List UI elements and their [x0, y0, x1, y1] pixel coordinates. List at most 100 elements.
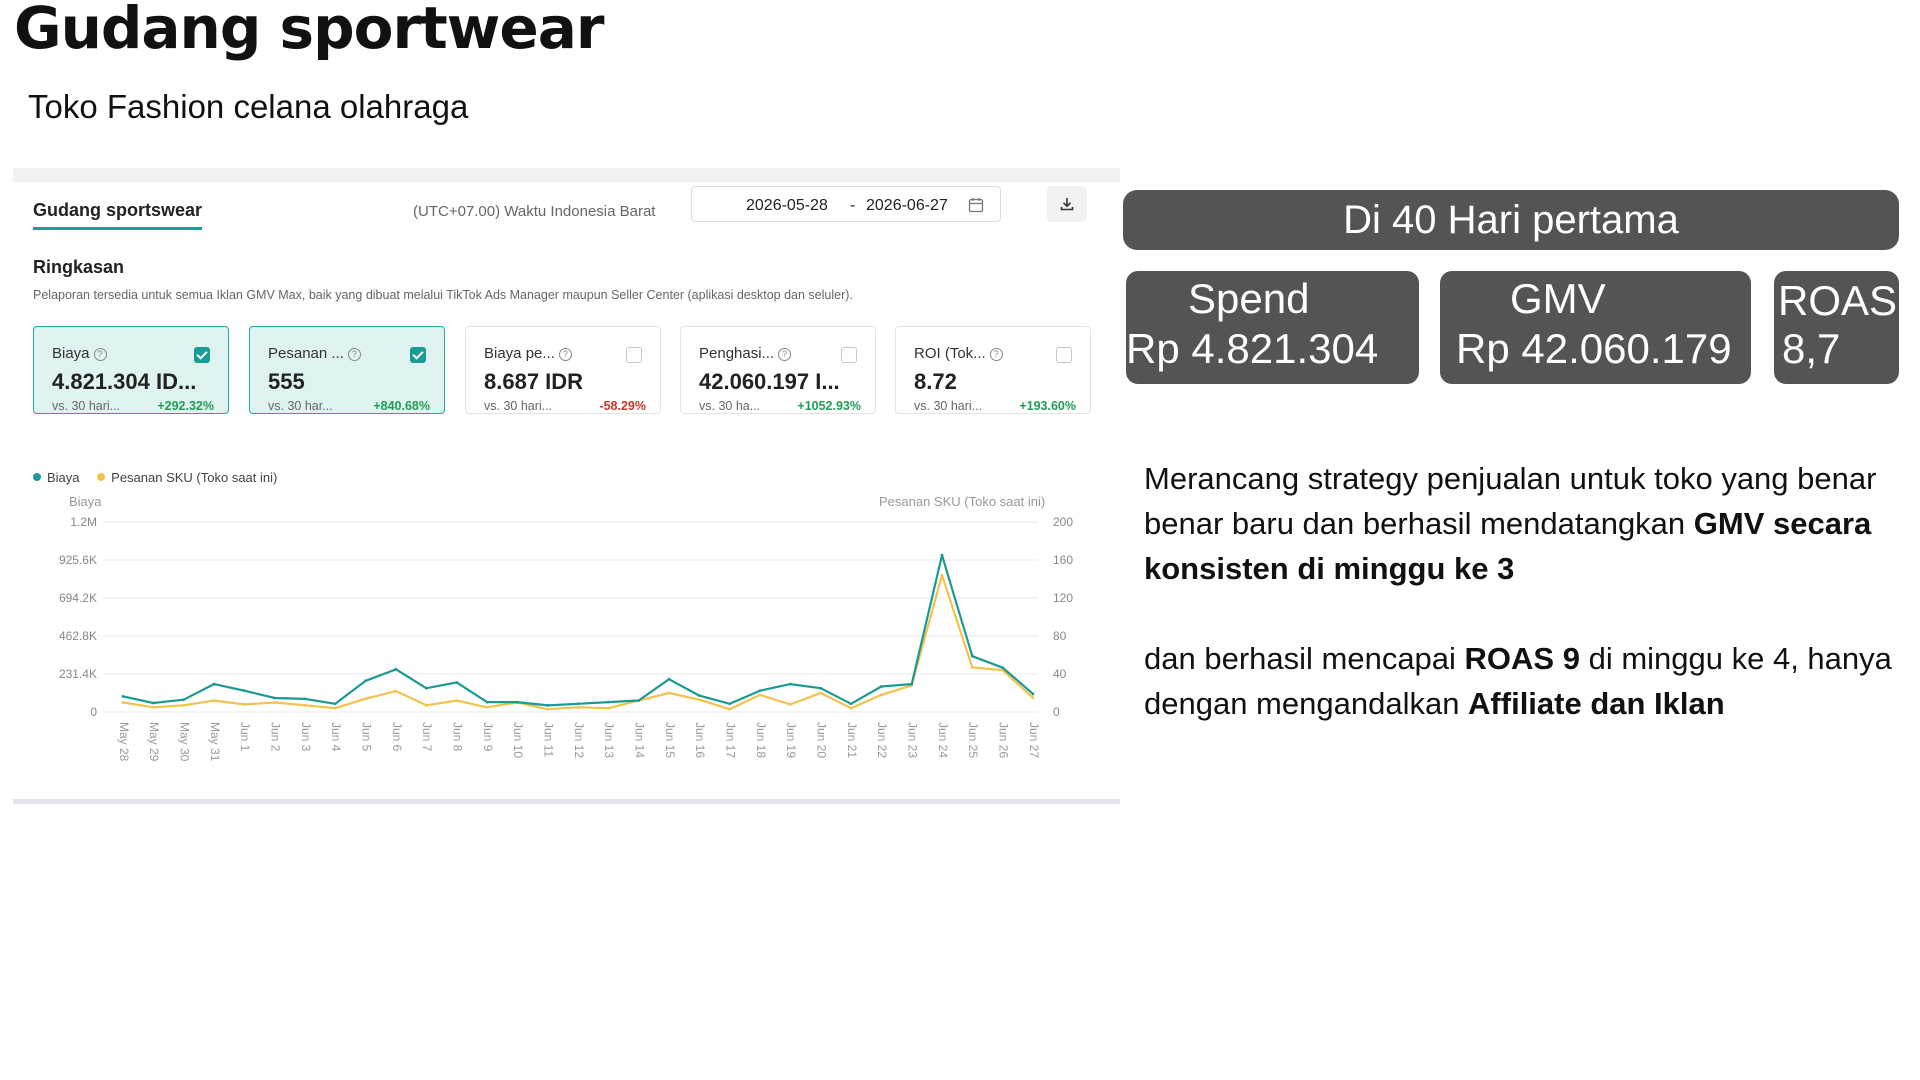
metric-checkbox[interactable]	[841, 347, 857, 363]
data-point-pesanan	[273, 701, 277, 704]
x-tick-label: Jun 1	[238, 722, 252, 752]
metric-label: ROI (Tok...?	[914, 345, 1003, 362]
x-tick-label: Jun 6	[390, 722, 404, 752]
data-point-biaya	[728, 702, 732, 706]
page-title: Gudang sportwear	[14, 0, 604, 62]
metric-compare: vs. 30 hari...	[52, 399, 121, 413]
data-point-pesanan	[303, 703, 307, 707]
data-point-pesanan	[788, 703, 792, 706]
metric-card[interactable]: Penghasi...? 42.060.197 I... vs. 30 ha... +…	[680, 326, 876, 414]
description-paragraph-2: dan berhasil mencapai ROAS 9 di minggu k…	[1144, 636, 1914, 726]
date-separator: -	[850, 197, 856, 214]
spend-label: Spend	[1188, 275, 1310, 322]
y-left-tick-label: 462.8K	[59, 629, 97, 643]
date-range-picker[interactable]: 2026-05-28 - 2026-06-27	[691, 186, 1001, 222]
data-point-biaya	[242, 689, 246, 693]
roas-label: ROAS	[1778, 277, 1898, 324]
y-left-tick-label: 0	[90, 705, 97, 719]
description-text: di minggu ke 4, hanya dengan mengandalka…	[1144, 641, 1892, 721]
x-tick-label: Jun 22	[875, 722, 889, 758]
description-text: dan berhasil mencapai	[1144, 641, 1465, 676]
data-point-biaya	[182, 698, 186, 702]
data-point-biaya	[667, 677, 671, 681]
description-highlight: Affiliate dan Iklan	[1468, 686, 1725, 721]
dashboard-screenshot: Gudang sportswear (UTC+07.00) Waktu Indo…	[13, 168, 1120, 804]
page-subtitle: Toko Fashion celana olahraga	[28, 88, 469, 125]
y-left-tick-label: 231.4K	[59, 667, 97, 681]
download-icon	[1060, 198, 1074, 211]
data-point-biaya	[212, 682, 216, 686]
metric-card[interactable]: ROI (Tok...? 8.72 vs. 30 hari... +193.60%	[895, 326, 1091, 414]
x-tick-label: Jun 2	[268, 722, 282, 752]
data-point-biaya	[970, 654, 974, 658]
data-point-biaya	[576, 702, 580, 706]
line-chart: 0 0 231.4K 40 462.8K 80 694.2K 120 925.6K 160 1.2M…	[59, 515, 1073, 762]
metric-change: -58.29%	[599, 399, 646, 413]
download-button[interactable]	[1047, 186, 1087, 222]
x-tick-label: May 30	[177, 722, 191, 762]
data-point-biaya	[788, 682, 792, 686]
section-title: Ringkasan	[33, 257, 125, 277]
data-point-biaya	[455, 681, 459, 684]
help-icon[interactable]: ?	[778, 348, 792, 361]
metric-checkbox[interactable]	[626, 347, 642, 363]
metric-checkbox[interactable]	[410, 347, 426, 363]
data-point-pesanan	[940, 573, 944, 577]
description-highlight: GMV secara konsisten di minggu ke 3	[1144, 506, 1872, 586]
help-icon[interactable]: ?	[347, 348, 361, 361]
data-point-biaya	[606, 700, 610, 704]
data-point-biaya	[697, 694, 701, 697]
description-text: Merancang strategy penjualan untuk toko …	[1144, 461, 1877, 541]
left-axis-title: Biaya	[69, 494, 102, 509]
metric-value: 42.060.197 I...	[699, 369, 840, 394]
x-tick-label: Jun 5	[359, 722, 373, 752]
data-point-pesanan	[212, 699, 216, 702]
x-tick-label: Jun 12	[572, 722, 586, 758]
series-line-pesanan	[122, 574, 1034, 711]
y-right-tick-label: 120	[1053, 591, 1073, 605]
metric-card[interactable]: Pesanan ...? 555 vs. 30 har... +840.68%	[249, 326, 445, 414]
data-point-biaya	[303, 697, 307, 701]
metric-card[interactable]: Biaya pe...? 8.687 IDR vs. 30 hari... -58.2…	[465, 326, 661, 414]
legend-item[interactable]: Pesanan SKU (Toko saat ini)	[97, 470, 277, 485]
y-right-tick-label: 200	[1053, 515, 1073, 529]
x-tick-label: Jun 26	[996, 722, 1010, 758]
right-axis-title: Pesanan SKU (Toko saat ini)	[879, 494, 1046, 509]
legend-dot	[33, 473, 41, 481]
metric-value: 8.72	[914, 369, 957, 394]
data-point-pesanan	[728, 707, 732, 711]
help-icon[interactable]: ?	[93, 348, 107, 361]
data-point-biaya	[273, 696, 277, 700]
help-icon[interactable]: ?	[558, 348, 572, 361]
data-point-pesanan	[455, 699, 459, 702]
x-tick-label: Jun 9	[481, 722, 495, 752]
y-right-tick-label: 0	[1053, 705, 1060, 719]
data-point-pesanan	[364, 697, 368, 701]
metric-card[interactable]: Biaya? 4.821.304 ID... vs. 30 hari... +292.…	[33, 326, 229, 414]
x-tick-label: Jun 21	[845, 722, 859, 758]
data-point-pesanan	[546, 707, 550, 711]
data-point-pesanan	[1031, 696, 1035, 700]
x-tick-label: Jun 20	[814, 722, 828, 758]
data-point-pesanan	[576, 705, 580, 709]
x-tick-label: Jun 17	[723, 722, 737, 758]
data-point-pesanan	[394, 689, 398, 693]
x-tick-label: Jun 4	[329, 722, 343, 752]
data-point-pesanan	[667, 691, 671, 695]
data-point-biaya	[333, 702, 337, 706]
gmv-box: GMV Rp 42.060.179	[1440, 271, 1751, 384]
data-point-biaya	[485, 700, 489, 704]
metric-checkbox[interactable]	[194, 347, 210, 363]
gmv-value: Rp 42.060.179	[1456, 325, 1732, 372]
help-icon[interactable]: ?	[989, 348, 1003, 361]
metric-checkbox[interactable]	[1056, 347, 1072, 363]
data-point-biaya	[819, 686, 823, 690]
x-tick-label: Jun 11	[541, 722, 555, 757]
tab-shop[interactable]: Gudang sportswear	[33, 200, 203, 230]
data-point-pesanan	[121, 701, 125, 704]
metric-change: +292.32%	[157, 399, 214, 413]
timezone-label: (UTC+07.00) Waktu Indonesia Barat	[413, 203, 656, 220]
metric-compare: vs. 30 hari...	[484, 399, 553, 413]
legend-item[interactable]: Biaya	[33, 470, 80, 485]
spend-box: Spend Rp 4.821.304	[1126, 271, 1419, 384]
